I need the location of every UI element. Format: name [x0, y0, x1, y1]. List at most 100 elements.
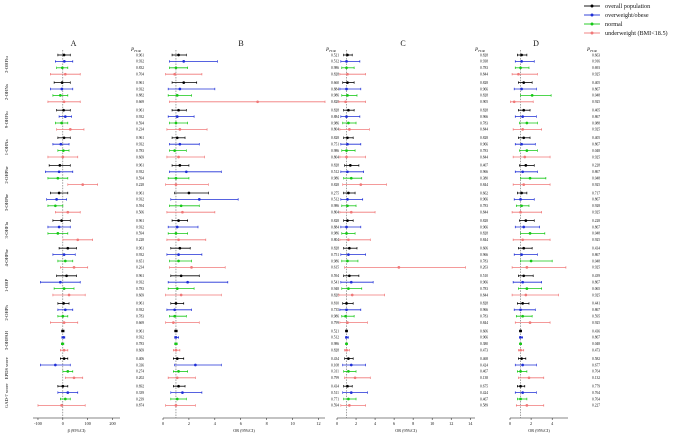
point-estimate-A-3-0: [62, 136, 66, 140]
point-estimate-D-0-2: [519, 66, 522, 70]
point-estimate-D-12-1: [521, 391, 525, 394]
x-tick-label-B-0: 0: [162, 421, 164, 426]
p-value-A-9-0: 0.961: [136, 302, 144, 306]
point-estimate-C-12-1: [349, 391, 353, 394]
point-estimate-C-6-2: [345, 232, 348, 235]
p-value-A-10-0: 0.961: [136, 329, 144, 333]
p-value-C-6-2: 0.828: [480, 232, 488, 236]
p-value-B-7-0: 0.828: [331, 247, 339, 251]
p-value-D-10-1: 0.867: [592, 336, 600, 340]
p-value-A-8-3: 0.669: [136, 293, 144, 297]
row-label-6: 3-OHFlu: [4, 221, 9, 238]
point-estimate-B-7-3: [190, 266, 193, 269]
point-estimate-B-3-0: [175, 136, 179, 140]
legend-marker-1: [590, 13, 594, 17]
row-label-2: 9-OHFlu: [4, 111, 9, 128]
point-estimate-A-2-0: [62, 108, 65, 112]
p-value-C-3-3: 0.844: [480, 155, 488, 159]
point-estimate-C-0-3: [346, 72, 349, 76]
x-axis-label-C: OR (95%CI): [395, 428, 417, 433]
p-value-A-5-0: 0.961: [136, 191, 144, 195]
p-value-B-5-3: 0.804: [331, 211, 339, 215]
point-estimate-C-10-0: [345, 329, 348, 333]
p-value-C-11-3: 0.138: [480, 376, 488, 380]
p-value-A-6-3: 0.228: [136, 238, 144, 242]
point-estimate-D-10-1: [519, 336, 522, 339]
point-estimate-A-3-2: [61, 149, 65, 152]
p-value-C-9-0: 0.828: [480, 302, 488, 306]
point-estimate-C-6-0: [346, 219, 349, 222]
point-estimate-A-11-0: [62, 357, 66, 360]
point-estimate-B-3-3: [177, 155, 180, 159]
x-tick-label-C-5: 10: [430, 421, 434, 426]
point-estimate-A-6-2: [56, 232, 60, 235]
point-estimate-B-6-0: [177, 219, 180, 222]
p-value-C-7-0: 0.606: [480, 247, 488, 251]
p-value-C-6-3: 0.844: [480, 238, 488, 242]
row-label-8: 1-OHP: [4, 278, 9, 291]
p-value-B-12-3: 0.594: [331, 404, 339, 408]
point-estimate-B-3-1: [178, 142, 182, 146]
p-value-B-8-0: 0.594: [331, 274, 339, 278]
point-estimate-A-6-3: [76, 238, 80, 242]
point-estimate-D-9-3: [528, 321, 532, 324]
p-value-B-9-0: 0.810: [331, 302, 339, 306]
point-estimate-B-6-3: [177, 238, 180, 242]
p-value-B-5-0: 0.275: [331, 191, 339, 195]
point-estimate-A-1-0: [60, 81, 64, 84]
x-axis-label-D: OR (95%CI): [528, 428, 550, 433]
p-value-B-12-2: 0.771: [331, 397, 339, 401]
p-value-A-4-2: 0.594: [136, 177, 144, 181]
point-estimate-B-5-1: [197, 198, 201, 201]
point-estimate-B-0-0: [177, 53, 180, 57]
point-estimate-A-10-0: [61, 329, 65, 333]
row-label-10: 3-OHPAH: [4, 330, 9, 350]
point-estimate-C-0-1: [345, 60, 348, 63]
point-estimate-B-1-1: [178, 87, 182, 91]
point-estimate-B-8-0: [179, 274, 183, 278]
point-estimate-D-8-0: [522, 274, 526, 278]
p-value-D-12-1: 0.764: [592, 391, 600, 395]
point-estimate-D-5-2: [520, 204, 523, 208]
point-estimate-D-7-2: [529, 259, 533, 263]
point-estimate-C-1-3: [344, 100, 347, 104]
point-estimate-D-6-1: [522, 225, 526, 229]
point-estimate-B-5-3: [181, 210, 184, 214]
p-value-C-8-3: 0.844: [480, 293, 488, 297]
p-value-A-6-2: 0.594: [136, 232, 144, 236]
point-estimate-C-3-0: [346, 136, 349, 140]
p-value-D-1-0: 0.405: [592, 81, 600, 85]
p-value-C-3-0: 0.828: [480, 136, 488, 140]
point-estimate-D-6-3: [521, 238, 525, 242]
point-estimate-C-0-0: [346, 53, 349, 57]
row-label-1: 2-OHNa: [4, 84, 9, 100]
point-estimate-A-5-0: [57, 191, 61, 195]
x-tick-label-D-1: 2: [530, 421, 532, 426]
point-estimate-C-4-0: [348, 164, 352, 167]
p-value-C-3-2: 0.783: [480, 149, 488, 153]
p-value-C-5-1: 0.966: [480, 198, 488, 202]
point-estimate-D-1-3: [512, 100, 516, 104]
p-value-B-2-1: 0.884: [331, 115, 339, 119]
p-value-C-1-2: 0.828: [480, 94, 488, 98]
point-estimate-D-3-3: [523, 155, 527, 159]
x-tick-label-C-0: 0: [336, 421, 338, 426]
x-tick-label-A-3: 200: [109, 421, 115, 426]
point-estimate-D-3-0: [522, 136, 526, 140]
p-value-D-8-2: 0.065: [592, 287, 600, 291]
p-value-D-9-3: 0.925: [592, 321, 600, 325]
p-value-A-2-0: 0.961: [136, 109, 144, 113]
point-estimate-D-11-0: [520, 357, 523, 360]
p-value-A-5-3: 0.506: [136, 211, 144, 215]
point-estimate-A-10-3: [62, 348, 66, 352]
point-estimate-D-9-2: [521, 314, 525, 318]
point-estimate-C-3-2: [345, 149, 348, 152]
point-estimate-D-6-0: [524, 219, 528, 222]
p-value-B-9-2: 0.986: [331, 315, 339, 319]
point-estimate-A-2-3: [68, 128, 72, 131]
point-estimate-B-1-3: [256, 100, 259, 104]
p-value-D-5-0: 0.717: [592, 191, 600, 195]
point-estimate-A-6-0: [60, 219, 63, 222]
p-value-C-0-0: 0.828: [480, 53, 488, 57]
p-value-C-1-1: 0.966: [480, 87, 488, 91]
